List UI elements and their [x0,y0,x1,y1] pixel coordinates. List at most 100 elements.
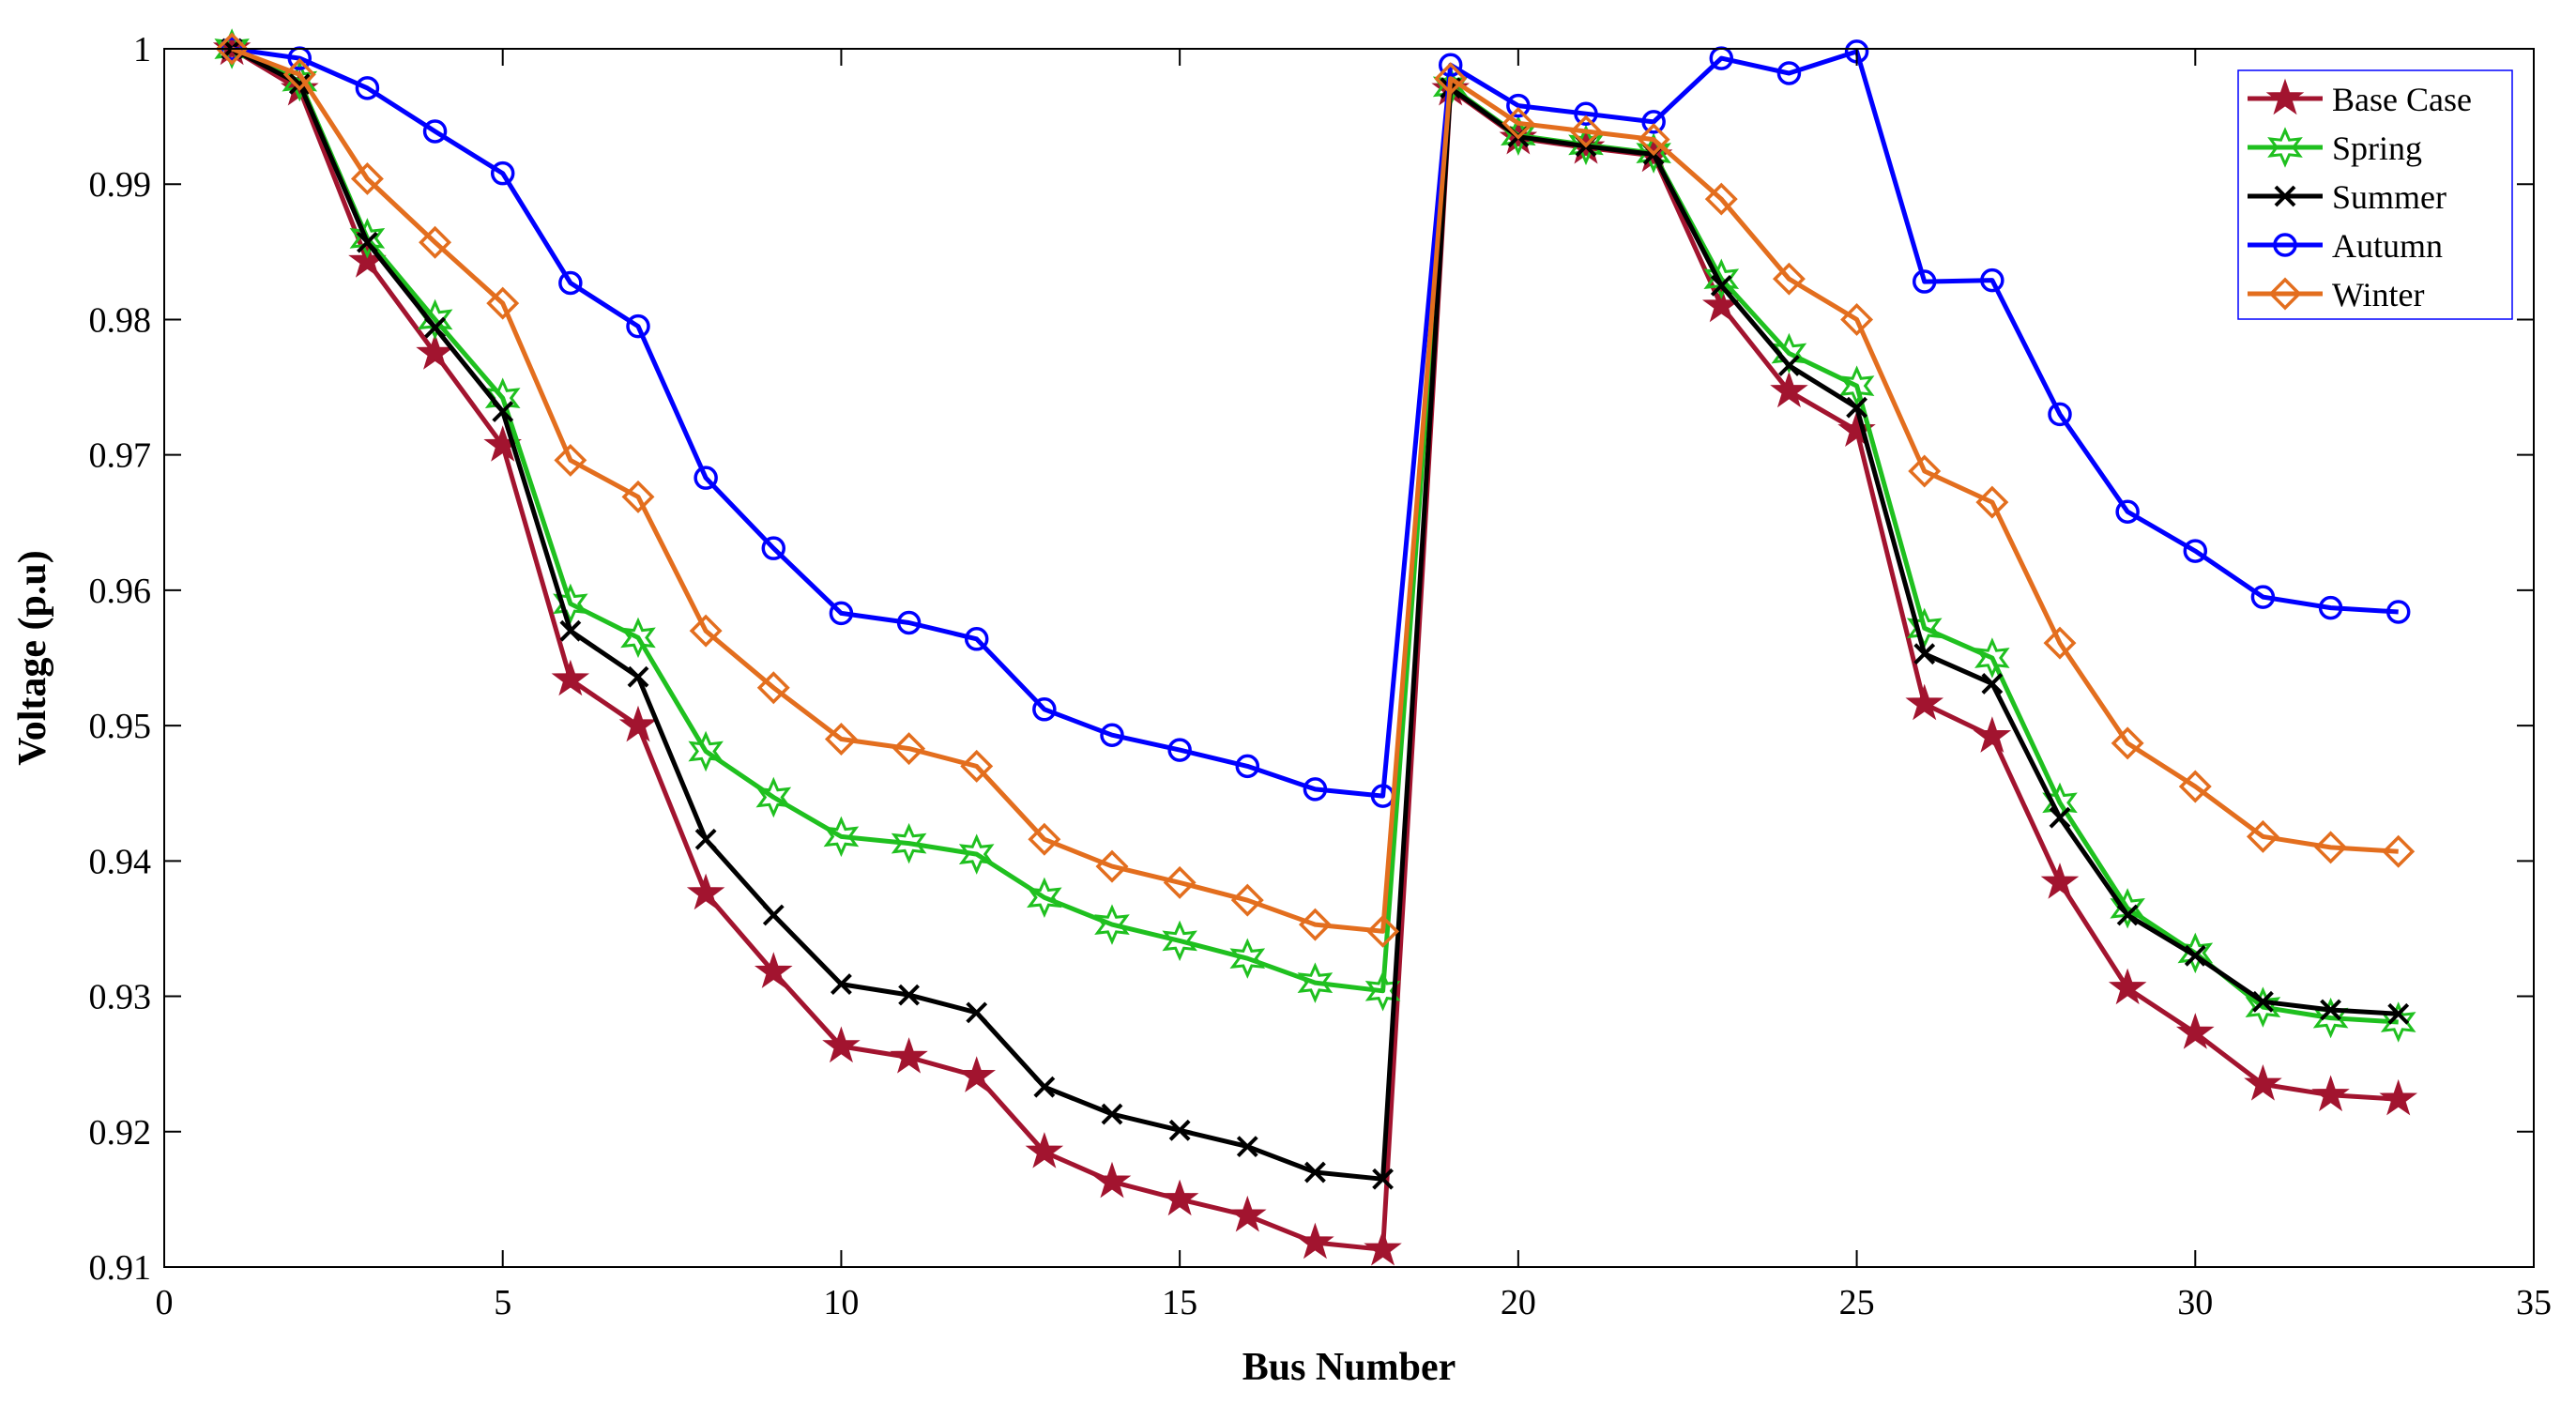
legend-item-autumn: Autumn [2248,227,2443,265]
series-line-autumn [231,46,2399,799]
data-point-autumn [1641,110,1666,134]
data-point-base-case [1296,1222,1334,1260]
data-point-spring [891,822,927,864]
data-point-spring [1027,877,1062,919]
data-point-autumn [1574,101,1598,126]
y-tick-label: 0.92 [89,1113,152,1153]
data-point-summer [1101,1103,1123,1125]
series-line-summer [230,46,2399,1182]
data-point-winter [282,57,316,91]
data-point-summer [1710,274,1732,297]
data-point-spring [1364,970,1401,1012]
legend-item-summer: Summer [2248,178,2446,216]
data-point-winter [689,614,723,648]
data-point-base-case [2311,1075,2350,1112]
data-point-base-case [1905,683,1944,721]
data-point-base-case [1092,1161,1132,1199]
data-point-spring [823,816,860,858]
y-tick-label: 0.94 [89,842,152,881]
data-point-winter [1975,485,2009,519]
data-point-summer [762,904,785,926]
x-tick-label: 5 [494,1283,511,1322]
data-point-winter [215,32,249,66]
legend-label: Winter [2332,276,2425,313]
x-marker-stroke [288,73,311,95]
data-point-summer [966,1001,988,1024]
data-point-autumn [1032,697,1057,722]
x-marker-stroke [1372,1168,1394,1190]
x-marker-stroke [559,619,582,642]
x-marker-stroke [2320,999,2341,1021]
data-point-summer [1033,1076,1056,1098]
legend-swatch-marker [2265,78,2305,115]
data-point-base-case [1227,1195,1267,1232]
data-point-summer [1236,1136,1258,1158]
data-point-base-case [1973,716,2012,753]
data-point-winter [1501,106,1535,140]
data-point-spring [1636,132,1671,174]
data-point-winter [2111,726,2144,760]
data-point-autumn [355,76,380,100]
x-marker-stroke [627,665,649,688]
data-point-summer [1846,396,1867,419]
data-point-summer [1778,355,1800,376]
data-point-autumn [1912,269,1937,294]
x-marker-stroke [1033,1076,1056,1098]
data-point-winter [2246,819,2279,853]
data-point-base-case [2244,1063,2282,1101]
data-point-spring [1838,365,1875,406]
data-point-winter [350,161,384,195]
legend-item-winter: Winter [2248,276,2425,313]
data-point-spring [1974,637,2010,679]
legend-swatch-marker [2274,185,2296,207]
data-point-summer [424,316,446,339]
data-point-summer [694,828,717,850]
data-point-winter [1840,302,1874,336]
data-point-winter [621,480,655,513]
data-point-autumn [964,627,989,651]
data-point-spring [958,833,995,875]
y-tick-label: 0.95 [89,707,152,746]
data-point-summer [1168,1119,1191,1141]
data-point-winter [2382,834,2416,868]
legend: Base Case Spring Summer Autumn Winter [2237,69,2513,320]
data-point-autumn [558,270,583,296]
x-tick-label: 20 [1501,1283,1536,1322]
data-point-autumn [1235,754,1260,779]
data-point-spring [214,28,250,69]
data-point-spring [620,617,656,659]
data-point-winter [1028,822,1061,856]
x-marker-stroke [424,316,446,339]
data-point-winter [756,671,790,705]
x-marker-stroke [831,973,852,995]
data-point-base-case [2108,968,2147,1005]
x-axis-title: Bus Number [1242,1346,1456,1389]
x-tick-label: 15 [1162,1283,1197,1322]
x-marker-stroke [1101,1103,1123,1125]
data-point-base-case [618,705,658,742]
data-point-base-case [1160,1179,1199,1216]
data-point-autumn [1506,93,1531,118]
y-tick-label: 0.99 [89,165,152,205]
data-point-base-case [957,1056,997,1092]
data-point-winter [824,723,858,756]
series-line-winter [231,46,2399,934]
data-point-winter [486,286,520,320]
data-point-autumn [422,119,448,144]
data-point-winter [2178,770,2212,803]
x-marker-stroke [2116,904,2139,926]
x-marker-stroke [1304,1161,1326,1184]
x-marker-stroke [2274,185,2296,207]
x-tick-label: 0 [156,1283,174,1322]
data-point-summer [2320,999,2341,1021]
data-point-winter [1434,62,1468,96]
data-point-spring [755,776,792,818]
data-point-spring [349,218,386,259]
data-point-base-case [1364,1229,1402,1266]
data-point-winter [960,749,994,783]
legend-swatch-marker [2273,233,2297,257]
legend-label: Autumn [2332,227,2443,265]
x-marker-stroke [762,904,785,926]
series-line-spring [231,46,2399,1025]
y-tick-label: 1 [133,30,151,69]
